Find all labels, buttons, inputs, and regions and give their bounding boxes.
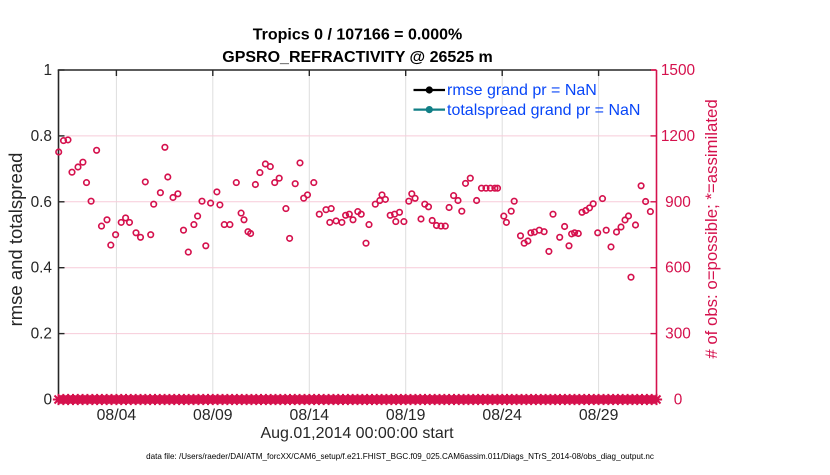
svg-text:08/24: 08/24 [482,407,522,424]
svg-text:0.4: 0.4 [31,260,53,277]
svg-text:GPSRO_REFRACTIVITY @ 26525 m: GPSRO_REFRACTIVITY @ 26525 m [222,49,493,66]
svg-text:1200: 1200 [661,128,695,145]
svg-text:300: 300 [665,326,691,343]
svg-text:0.8: 0.8 [31,128,52,145]
svg-text:600: 600 [665,260,691,277]
svg-text:0: 0 [43,392,52,409]
svg-text:data file: /Users/raeder/DAI/A: data file: /Users/raeder/DAI/ATM_forcXX/… [146,452,654,461]
svg-text:1500: 1500 [661,62,695,79]
svg-text:rmse grand pr = NaN: rmse grand pr = NaN [447,82,597,99]
svg-text:Aug.01,2014 00:00:00 start: Aug.01,2014 00:00:00 start [260,425,454,442]
svg-text:08/04: 08/04 [97,407,137,424]
svg-text:rmse and totalspread: rmse and totalspread [5,153,26,327]
svg-text:0.2: 0.2 [31,326,52,343]
svg-text:08/19: 08/19 [386,407,426,424]
svg-text:900: 900 [665,194,691,211]
svg-text:0: 0 [674,392,683,409]
svg-text:# of obs: o=possible; *=assimi: # of obs: o=possible; *=assimilated [702,99,721,358]
svg-text:totalspread grand pr = NaN: totalspread grand pr = NaN [447,102,640,119]
svg-text:Tropics 0 / 107166 = 0.000%: Tropics 0 / 107166 = 0.000% [253,27,462,44]
svg-text:1: 1 [43,62,52,79]
svg-text:08/09: 08/09 [193,407,233,424]
svg-text:08/14: 08/14 [290,407,330,424]
svg-text:08/29: 08/29 [579,407,619,424]
svg-text:0.6: 0.6 [31,194,52,211]
